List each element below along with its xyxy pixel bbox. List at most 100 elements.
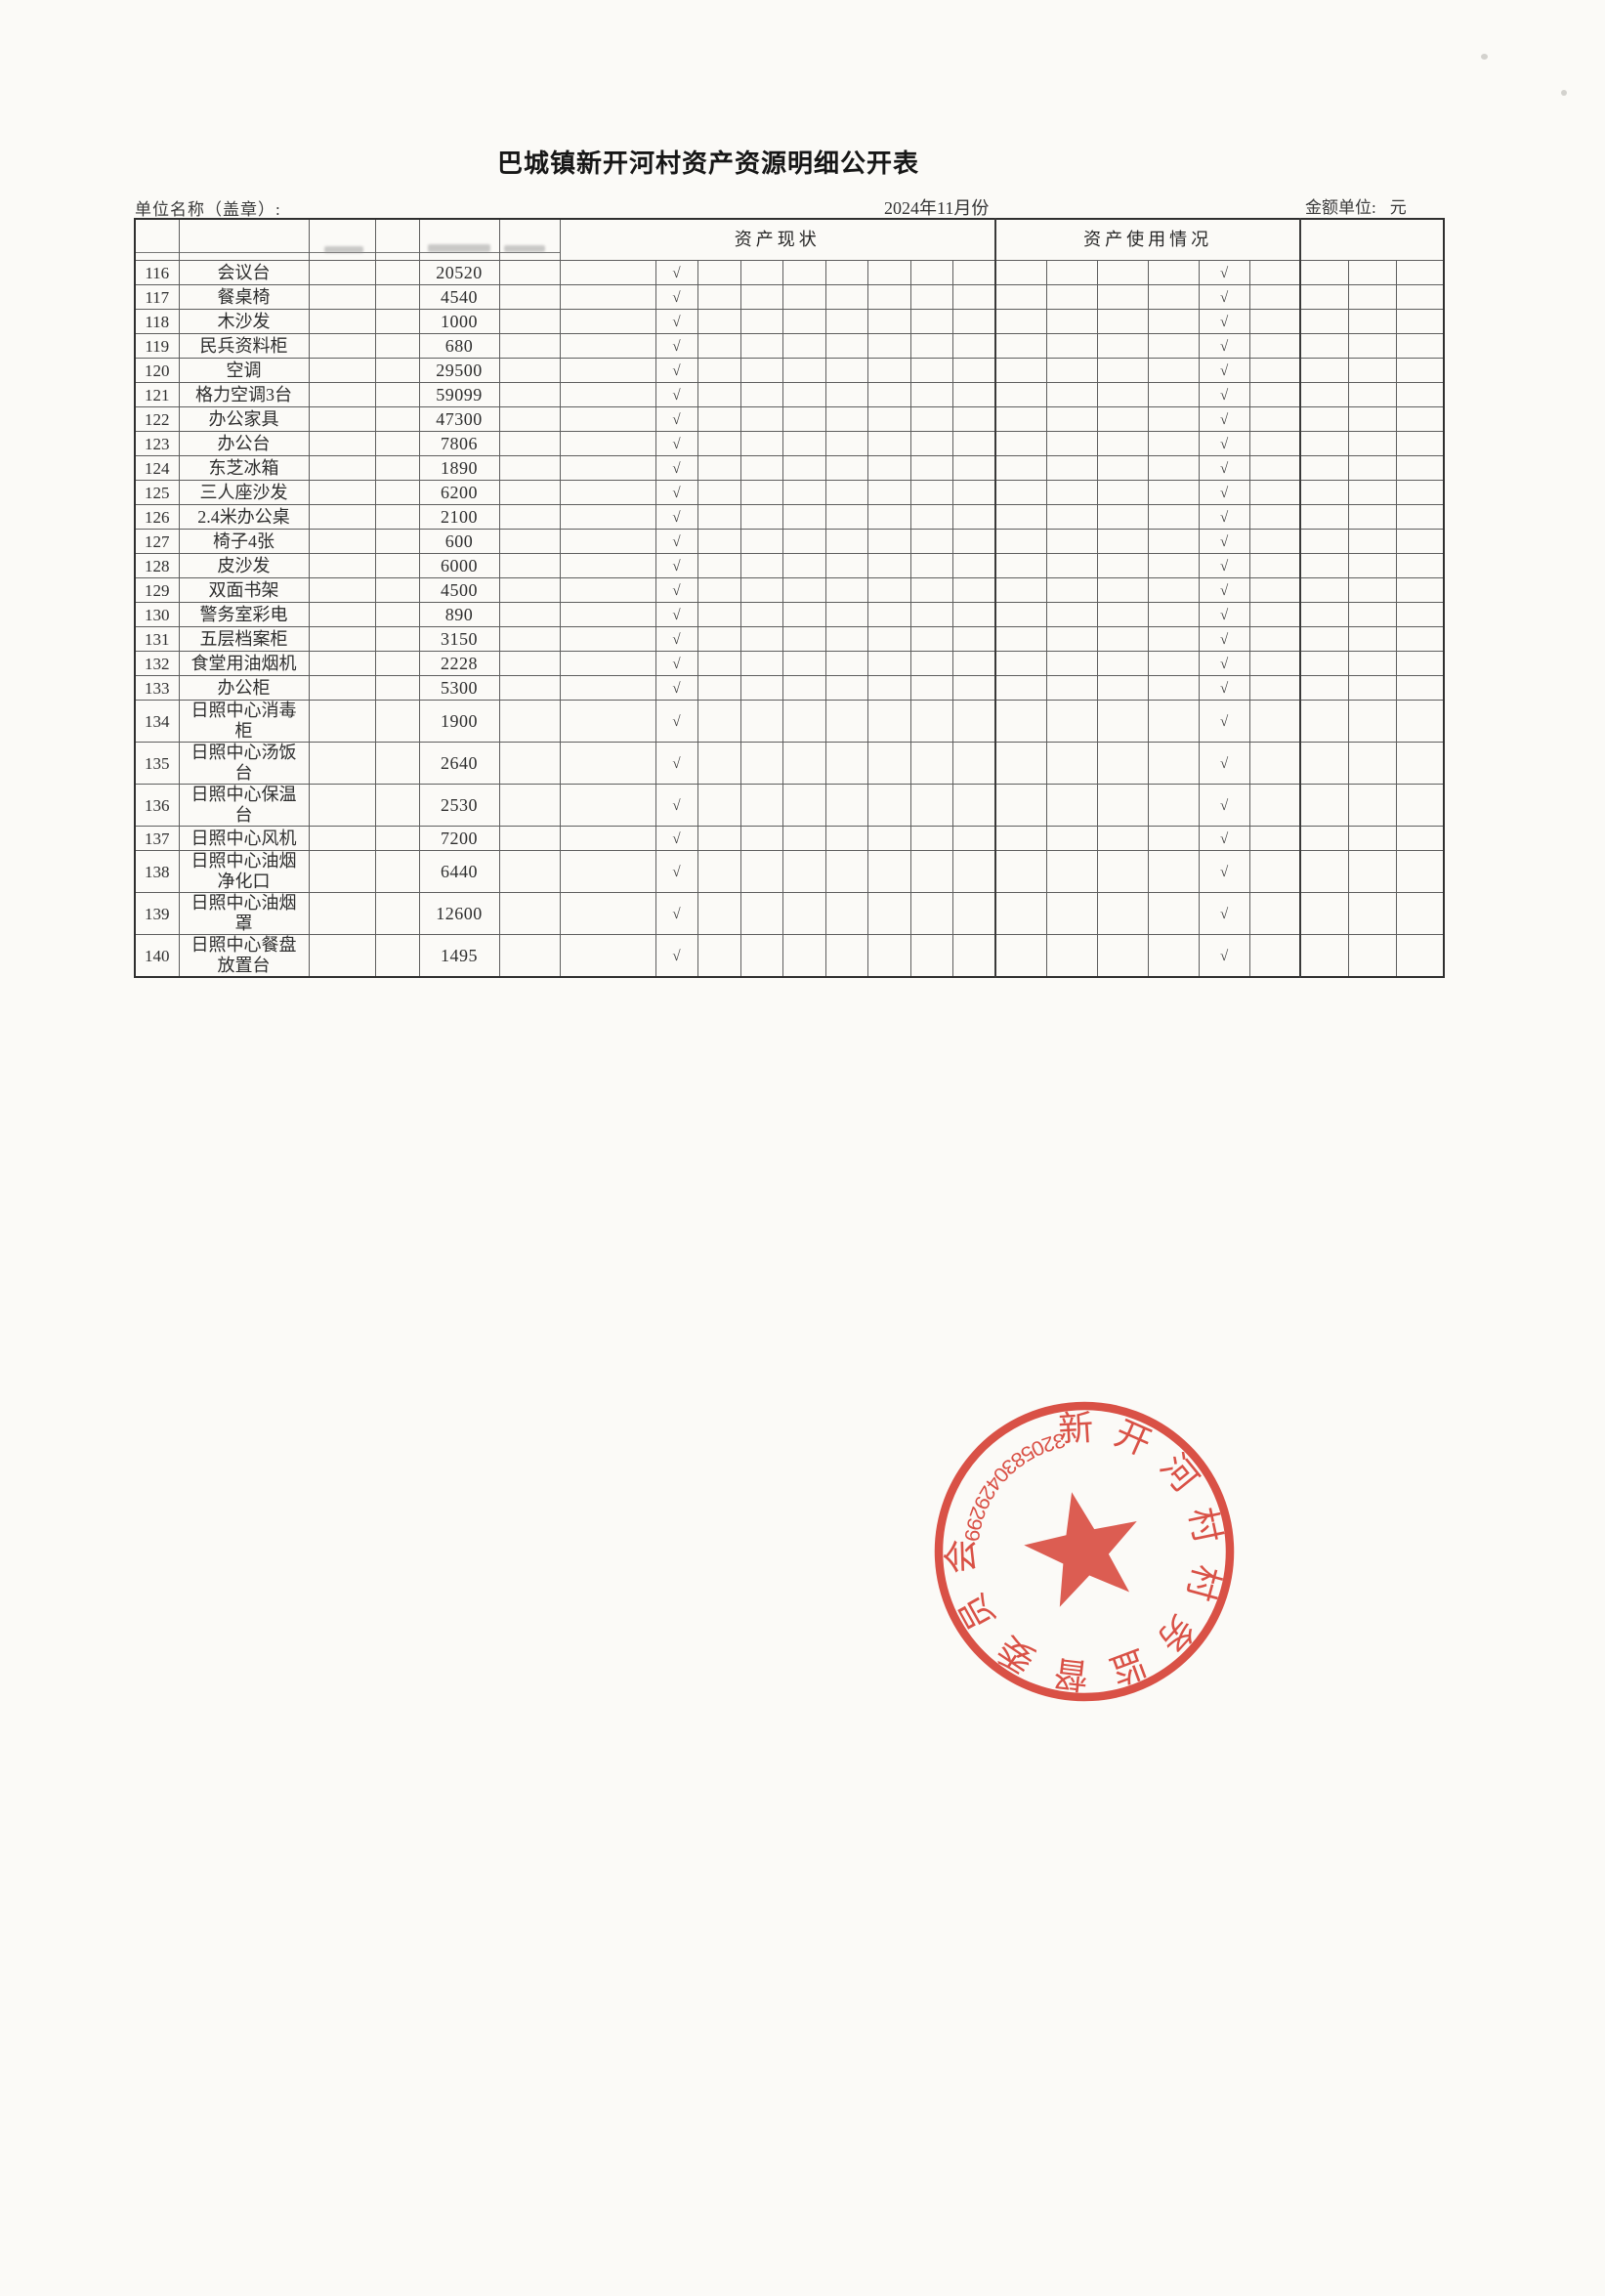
empty-cell	[1395, 406, 1445, 432]
empty-cell	[824, 892, 868, 935]
empty-cell	[1045, 284, 1098, 310]
empty-cell	[697, 529, 741, 554]
empty-cell	[559, 850, 656, 893]
empty-cell	[951, 260, 996, 285]
empty-cell	[559, 309, 656, 334]
empty-cell	[1299, 577, 1349, 603]
seal-serial-number: 3205830429299	[942, 1411, 1077, 1553]
table-row: 132 食堂用油烟机 2228 √ √	[134, 651, 1445, 676]
empty-cell	[1248, 333, 1301, 359]
empty-cell	[739, 850, 783, 893]
empty-cell	[308, 742, 376, 785]
empty-cell	[308, 260, 376, 285]
empty-cell	[1147, 529, 1200, 554]
empty-cell	[951, 455, 996, 481]
empty-cell	[739, 455, 783, 481]
empty-cell	[1096, 602, 1149, 627]
empty-cell	[374, 309, 420, 334]
status-check-cell: √	[655, 675, 698, 701]
item-name-cell: 日照中心风机	[178, 826, 310, 851]
item-name-cell: 餐桌椅	[178, 284, 310, 310]
empty-cell	[994, 826, 1047, 851]
empty-cell	[374, 358, 420, 383]
empty-cell	[559, 602, 656, 627]
empty-cell	[308, 431, 376, 456]
empty-cell	[824, 850, 868, 893]
empty-cell	[909, 934, 953, 978]
item-name-cell: 椅子4张	[178, 529, 310, 554]
empty-cell	[498, 700, 561, 743]
usage-check-cell: √	[1198, 700, 1250, 743]
empty-cell	[994, 358, 1047, 383]
value-cell: 7806	[418, 431, 500, 456]
empty-cell	[1096, 826, 1149, 851]
empty-cell	[498, 577, 561, 603]
empty-cell	[1147, 358, 1200, 383]
usage-check-cell: √	[1198, 784, 1250, 827]
empty-cell	[781, 850, 826, 893]
empty-cell	[1096, 504, 1149, 530]
empty-cell	[1147, 553, 1200, 578]
empty-cell	[374, 284, 420, 310]
empty-cell	[1096, 850, 1149, 893]
empty-cell	[1395, 651, 1445, 676]
item-name-cell: 食堂用油烟机	[178, 651, 310, 676]
empty-cell	[951, 626, 996, 652]
empty-cell	[994, 529, 1047, 554]
empty-cell	[308, 892, 376, 935]
empty-cell	[1299, 602, 1349, 627]
empty-cell	[951, 480, 996, 505]
empty-cell	[1248, 826, 1301, 851]
row-number-cell: 116	[134, 260, 180, 285]
empty-cell	[1299, 284, 1349, 310]
header-asset-status-group: 资产现状	[559, 218, 996, 261]
status-check-cell: √	[655, 602, 698, 627]
empty-cell	[1299, 742, 1349, 785]
empty-cell	[1045, 850, 1098, 893]
empty-cell	[559, 934, 656, 978]
empty-cell	[739, 358, 783, 383]
status-check-cell: √	[655, 406, 698, 432]
empty-cell	[1147, 333, 1200, 359]
empty-cell	[739, 675, 783, 701]
empty-cell	[951, 700, 996, 743]
empty-cell	[1096, 700, 1149, 743]
empty-cell	[781, 260, 826, 285]
status-check-cell: √	[655, 892, 698, 935]
empty-cell	[308, 358, 376, 383]
empty-cell	[994, 626, 1047, 652]
item-name-cell: 办公柜	[178, 675, 310, 701]
empty-cell	[1147, 431, 1200, 456]
empty-cell	[781, 553, 826, 578]
empty-cell	[1045, 700, 1098, 743]
table-row: 122 办公家具 47300 √ √	[134, 406, 1445, 432]
empty-cell	[951, 406, 996, 432]
empty-cell	[994, 284, 1047, 310]
empty-cell	[739, 260, 783, 285]
empty-cell	[498, 826, 561, 851]
empty-cell	[498, 504, 561, 530]
empty-cell	[1347, 651, 1397, 676]
empty-cell	[498, 553, 561, 578]
empty-cell	[1347, 626, 1397, 652]
empty-cell	[1299, 850, 1349, 893]
empty-cell	[1045, 577, 1098, 603]
empty-cell	[1248, 700, 1301, 743]
empty-cell	[374, 382, 420, 407]
empty-cell	[308, 553, 376, 578]
scan-artifact	[428, 244, 490, 252]
row-number-cell: 140	[134, 934, 180, 978]
empty-cell	[498, 284, 561, 310]
empty-cell	[374, 504, 420, 530]
empty-cell	[1299, 358, 1349, 383]
empty-cell	[909, 382, 953, 407]
empty-cell	[1096, 455, 1149, 481]
empty-cell	[994, 309, 1047, 334]
empty-cell	[1347, 504, 1397, 530]
empty-cell	[374, 577, 420, 603]
empty-cell	[498, 431, 561, 456]
header-cell	[498, 218, 561, 261]
empty-cell	[1347, 577, 1397, 603]
empty-cell	[1248, 577, 1301, 603]
empty-cell	[308, 651, 376, 676]
